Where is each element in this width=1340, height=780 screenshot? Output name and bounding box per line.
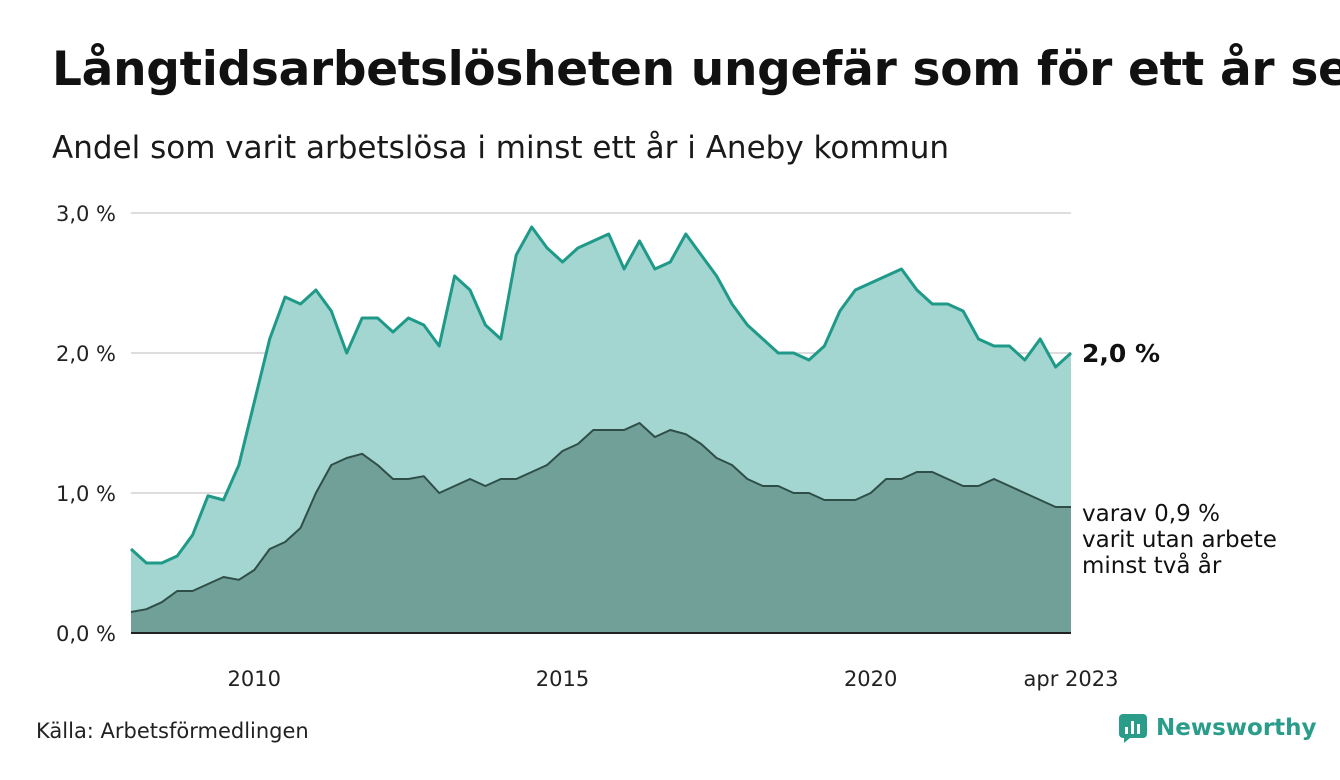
y-tick-label: 1,0 % [56,482,116,506]
annotation-line: varav 0,9 % [1082,501,1220,527]
brand-logo: Newsworthy [1118,713,1317,743]
y-tick-label: 3,0 % [56,202,116,226]
chart-subtitle: Andel som varit arbetslösa i minst ett å… [52,130,950,166]
x-tick-label: apr 2023 [1024,667,1119,691]
x-axis: 2010 2015 2020 apr 2023 [228,667,1119,691]
x-tick-label: 2020 [844,667,897,691]
annotation-line: varit utan arbete [1082,527,1277,553]
y-tick-label: 0,0 % [56,622,116,646]
annotation-minst-tva-ar: varav 0,9 % varit utan arbete minst två år [1082,501,1277,579]
y-tick-label: 2,0 % [56,342,116,366]
brand-name: Newsworthy [1156,715,1317,741]
y-axis: 0,0 % 1,0 % 2,0 % 3,0 % [56,202,116,646]
chart-title: Långtidsarbetslösheten ungefär som för e… [52,42,1340,97]
source-note: Källa: Arbetsförmedlingen [36,719,309,743]
line-minst-tva-ar [130,422,1071,613]
line-min-ett-ar [129,225,1073,565]
x-tick-label: 2010 [228,667,281,691]
area-minst-tva-ar [131,423,1071,633]
annotation-line: minst två år [1082,551,1222,579]
newsworthy-logo-icon [1119,714,1147,743]
x-tick-label: 2015 [536,667,589,691]
end-value-label: 2,0 % [1082,339,1160,368]
